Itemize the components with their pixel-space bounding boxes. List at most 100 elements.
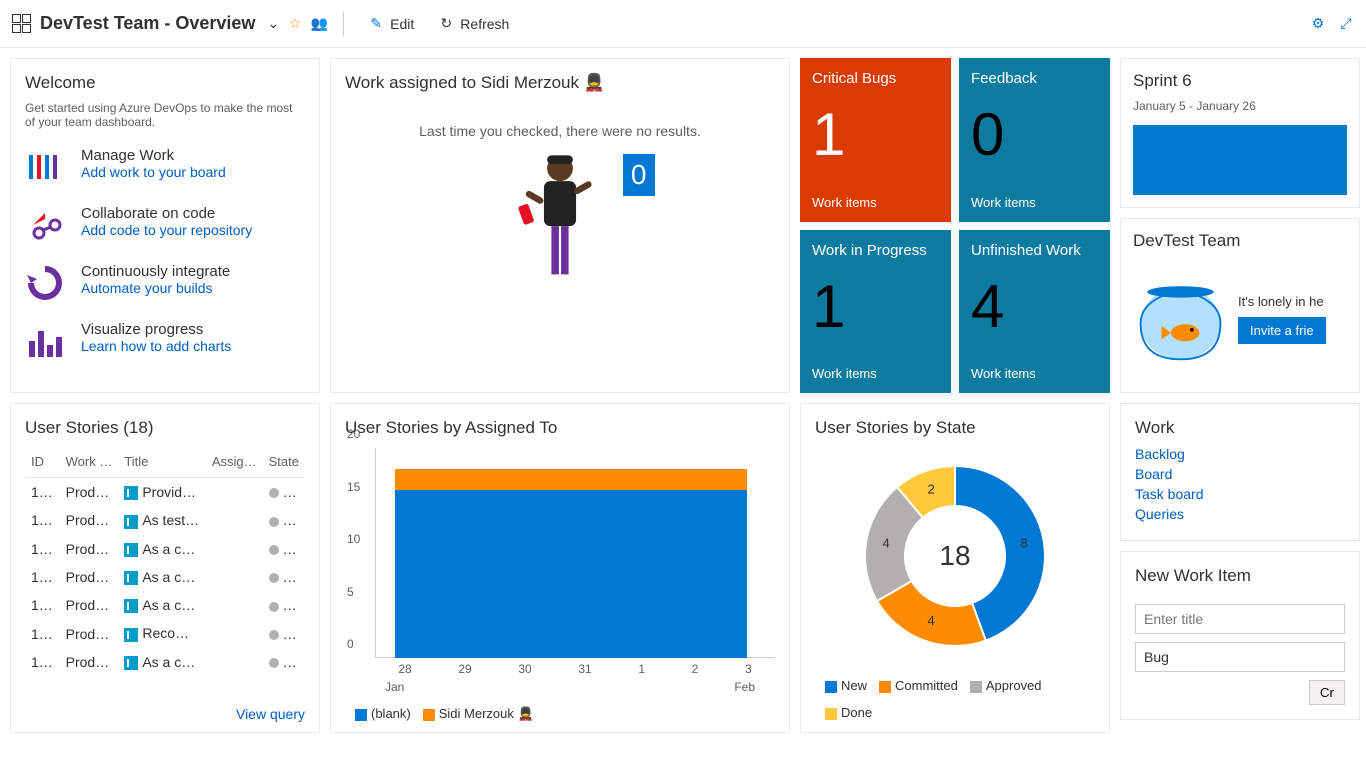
welcome-item-link[interactable]: Add code to your repository xyxy=(81,222,252,238)
refresh-icon: ↻ xyxy=(438,16,454,32)
cell-worktype: Produ… xyxy=(60,506,119,534)
user-story-icon xyxy=(124,571,138,585)
welcome-item-link[interactable]: Add work to your board xyxy=(81,164,226,180)
welcome-item: Manage Work Add work to your board xyxy=(25,147,305,187)
cell-state: New xyxy=(263,619,305,647)
legend-swatch xyxy=(423,709,435,721)
metric-tile[interactable]: Critical Bugs 1 Work items xyxy=(800,58,951,222)
sprint-widget[interactable]: Sprint 6 January 5 - January 26 xyxy=(1120,58,1360,208)
edit-button[interactable]: ✎ Edit xyxy=(360,12,422,36)
divider xyxy=(343,12,344,36)
assigned-widget: Work assigned to Sidi Merzouk 💂 Last tim… xyxy=(330,58,790,393)
tile-title: Feedback xyxy=(971,70,1098,87)
table-col-header[interactable]: Title xyxy=(118,446,206,478)
refresh-button[interactable]: ↻ Refresh xyxy=(430,12,517,36)
star-icon[interactable]: ☆ xyxy=(287,16,303,32)
table-col-header[interactable]: ID xyxy=(25,446,60,478)
legend-swatch xyxy=(879,681,891,693)
pencil-icon: ✎ xyxy=(368,16,384,32)
table-col-header[interactable]: Assig… xyxy=(206,446,263,478)
expand-icon[interactable]: ⤢ xyxy=(1338,16,1354,32)
team-lonely-text: It's lonely in he xyxy=(1238,294,1326,309)
y-tick: 10 xyxy=(347,532,360,546)
cell-assigned xyxy=(206,535,263,563)
welcome-item-icon xyxy=(25,321,65,361)
stories-title: User Stories (18) xyxy=(25,418,305,438)
welcome-item: Collaborate on code Add code to your rep… xyxy=(25,205,305,245)
tile-title: Work in Progress xyxy=(812,242,939,259)
donut-legend: NewCommittedApprovedDone xyxy=(825,678,1095,720)
tile-footer: Work items xyxy=(812,366,939,381)
user-story-icon xyxy=(124,599,138,613)
work-link[interactable]: Board xyxy=(1135,466,1345,482)
welcome-item-link[interactable]: Automate your builds xyxy=(81,280,230,296)
cell-title: Provide related items or … xyxy=(118,478,206,507)
metric-tile[interactable]: Feedback 0 Work items xyxy=(959,58,1110,222)
cell-state: New xyxy=(263,648,305,676)
welcome-widget: Welcome Get started using Azure DevOps t… xyxy=(10,58,320,393)
tile-title: Unfinished Work xyxy=(971,242,1098,259)
cell-worktype: Produ… xyxy=(60,619,119,647)
chevron-down-icon[interactable]: ⌄ xyxy=(267,15,279,32)
dashboard-title[interactable]: DevTest Team - Overview xyxy=(40,13,255,34)
table-row[interactable]: 1535 Produ… As a customer, I would li… N… xyxy=(25,591,305,619)
metric-tile[interactable]: Work in Progress 1 Work items xyxy=(800,230,951,394)
sprint-team-column: Sprint 6 January 5 - January 26 DevTest … xyxy=(1120,58,1360,393)
assigned-empty-msg: Last time you checked, there were no res… xyxy=(345,123,775,139)
cell-id: 1536 xyxy=(25,619,60,647)
donut-slice-label: 2 xyxy=(927,482,934,497)
table-row[interactable]: 1534 Produ… As a customer, I should … Ne… xyxy=(25,563,305,591)
welcome-item-title: Visualize progress xyxy=(81,321,231,338)
y-tick: 0 xyxy=(347,637,354,651)
cell-state: New xyxy=(263,535,305,563)
table-row[interactable]: 1536 Produ… Recommended products… New xyxy=(25,619,305,647)
fishbowl-illustration xyxy=(1133,271,1228,366)
cell-id: 1535 xyxy=(25,591,60,619)
user-story-icon xyxy=(124,515,138,529)
cell-state: New xyxy=(263,478,305,507)
work-link[interactable]: Queries xyxy=(1135,506,1345,522)
table-row[interactable]: 1532 Produ… As tester, I need to test t…… xyxy=(25,506,305,534)
cell-assigned xyxy=(206,648,263,676)
state-dot-icon xyxy=(269,517,279,527)
view-query-link[interactable]: View query xyxy=(236,706,305,722)
gear-icon[interactable]: ⚙ xyxy=(1310,16,1326,32)
table-col-header[interactable]: State xyxy=(263,446,305,478)
assigned-title: Work assigned to Sidi Merzouk 💂 xyxy=(345,73,775,93)
donut-center-value: 18 xyxy=(939,540,970,572)
sprint-title: Sprint 6 xyxy=(1133,71,1347,91)
user-story-icon xyxy=(124,628,138,642)
user-story-icon xyxy=(124,656,138,670)
legend-item: (blank) xyxy=(355,706,411,722)
user-story-icon xyxy=(124,543,138,557)
legend-item: Sidi Merzouk 💂 xyxy=(423,706,534,722)
welcome-item-link[interactable]: Learn how to add charts xyxy=(81,338,231,354)
cell-assigned xyxy=(206,563,263,591)
state-dot-icon xyxy=(269,630,279,640)
create-button[interactable]: Cr xyxy=(1309,680,1345,705)
invite-friend-button[interactable]: Invite a frie xyxy=(1238,317,1326,344)
work-link[interactable]: Backlog xyxy=(1135,446,1345,462)
cell-assigned xyxy=(206,591,263,619)
page-header: DevTest Team - Overview ⌄ ☆ 👥 ✎ Edit ↻ R… xyxy=(0,0,1366,48)
welcome-item-title: Manage Work xyxy=(81,147,226,164)
tile-footer: Work items xyxy=(812,195,939,210)
table-col-header[interactable]: Work … xyxy=(60,446,119,478)
cell-state: New xyxy=(263,591,305,619)
team-icon[interactable]: 👥 xyxy=(311,16,327,32)
work-link[interactable]: Task board xyxy=(1135,486,1345,502)
welcome-item-title: Collaborate on code xyxy=(81,205,252,222)
table-row[interactable]: 1533 Produ… As a customer, I should … Ne… xyxy=(25,535,305,563)
tile-value: 1 xyxy=(812,277,939,337)
state-dot-icon xyxy=(269,573,279,583)
cell-id: 1533 xyxy=(25,535,60,563)
team-widget: DevTest Team It's lonely in he Invite a … xyxy=(1120,218,1360,393)
cell-worktype: Produ… xyxy=(60,591,119,619)
new-item-title-input[interactable] xyxy=(1135,604,1345,634)
table-row[interactable]: 1537 Produ… As a customer, I would li… N… xyxy=(25,648,305,676)
new-item-type-select[interactable]: Bug xyxy=(1135,642,1345,672)
metric-tile[interactable]: Unfinished Work 4 Work items xyxy=(959,230,1110,394)
table-row[interactable]: 1531 Produ… Provide related items or … N… xyxy=(25,478,305,507)
cell-worktype: Produ… xyxy=(60,648,119,676)
chart-series-fill xyxy=(395,469,747,490)
